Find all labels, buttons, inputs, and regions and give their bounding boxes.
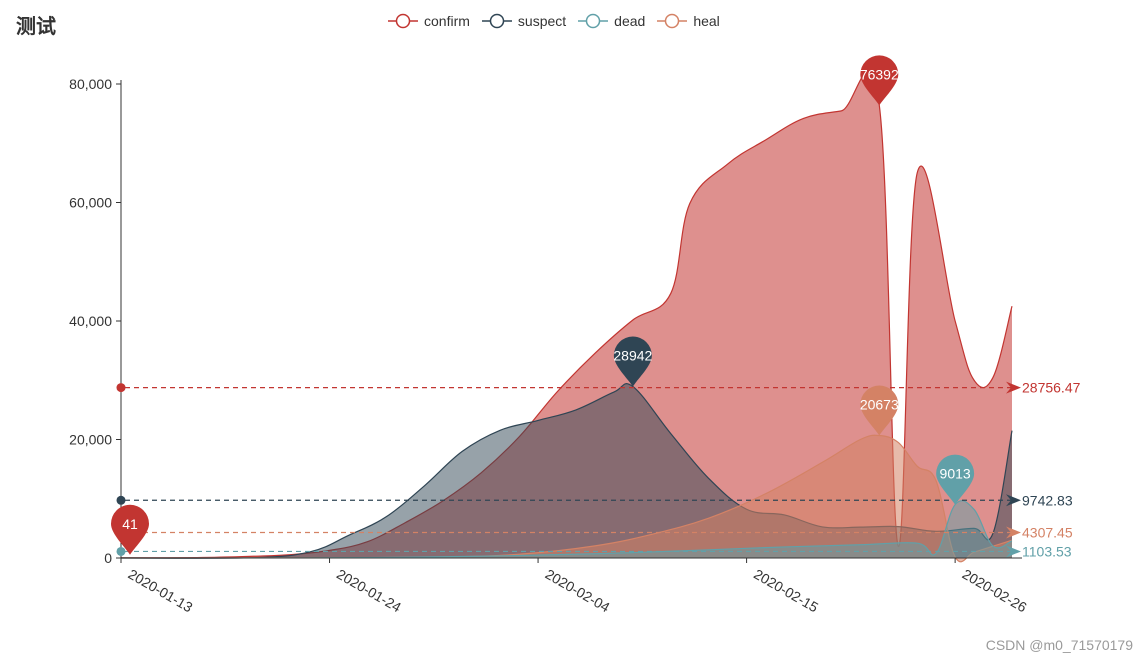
legend-label-heal: heal bbox=[693, 13, 720, 29]
average-start-dot-dead bbox=[116, 546, 126, 556]
watermark: CSDN @m0_71570179 bbox=[985, 637, 1133, 653]
max-marker-heal: 20673 bbox=[860, 385, 899, 436]
legend-label-suspect: suspect bbox=[517, 13, 567, 29]
legend-item-confirm[interactable]: confirm bbox=[388, 12, 470, 30]
average-arrow-heal bbox=[1006, 526, 1021, 539]
legend-line-circle-icon bbox=[578, 13, 609, 29]
series-area-suspect bbox=[121, 383, 1012, 559]
y-tick-label: 60,000 bbox=[69, 195, 112, 211]
legend-item-heal[interactable]: heal bbox=[657, 12, 720, 30]
legend-item-suspect[interactable]: suspect bbox=[481, 12, 567, 30]
y-tick-label: 20,000 bbox=[69, 432, 112, 448]
series-area-confirm bbox=[121, 71, 1012, 558]
series-area-heal bbox=[121, 435, 1012, 562]
max-marker-heal-shape bbox=[860, 385, 899, 436]
x-tick-label: 2020-01-24 bbox=[334, 566, 404, 616]
x-tick-label: 2020-02-15 bbox=[751, 566, 821, 616]
average-arrow-confirm bbox=[1006, 381, 1021, 394]
max-marker-suspect-shape bbox=[613, 336, 652, 387]
legend-label-dead: dead bbox=[614, 13, 646, 29]
average-arrow-suspect bbox=[1006, 494, 1021, 507]
series-areas bbox=[120, 71, 1013, 563]
y-tick-label: 40,000 bbox=[69, 313, 112, 329]
max-marker-confirm-label: 76392 bbox=[860, 66, 899, 82]
legend-line-circle-icon bbox=[388, 13, 418, 29]
legend-label-confirm: confirm bbox=[424, 13, 470, 29]
min-marker-confirm-label: 41 bbox=[122, 516, 138, 532]
max-marker-dead-shape bbox=[936, 454, 975, 505]
min-marker-confirm-shape bbox=[111, 504, 149, 555]
legend-line-circle-icon bbox=[657, 13, 688, 29]
max-marker-confirm-shape bbox=[860, 55, 899, 106]
average-start-dot-confirm bbox=[116, 383, 126, 393]
x-tick-label: 2020-01-13 bbox=[126, 566, 196, 616]
series-area-dead bbox=[121, 500, 1012, 558]
legend-item-dead[interactable]: dead bbox=[578, 12, 645, 30]
max-marker-heal-label: 20673 bbox=[860, 397, 899, 413]
average-label-confirm: 28756.47 bbox=[1022, 380, 1081, 396]
legend-line-circle-icon bbox=[481, 13, 512, 29]
average-label-suspect: 9742.83 bbox=[1022, 492, 1073, 508]
average-start-dot-suspect bbox=[116, 495, 126, 505]
min-marker-confirm: 41 bbox=[111, 504, 149, 555]
average-label-dead: 1103.53 bbox=[1022, 543, 1072, 559]
max-marker-dead: 9013 bbox=[936, 454, 975, 505]
x-tick-label: 2020-02-26 bbox=[960, 566, 1030, 616]
average-lines: 28756.47 9742.83 4307.45 1103.53 bbox=[116, 380, 1081, 559]
max-marker-dead-label: 9013 bbox=[940, 466, 971, 482]
x-tick-label: 2020-02-04 bbox=[543, 566, 613, 616]
chart-title: 测试 bbox=[16, 14, 56, 38]
max-marker-confirm: 76392 bbox=[860, 55, 899, 106]
chart-legend: confirm suspect dead heal bbox=[388, 12, 732, 30]
average-arrow-dead bbox=[1006, 545, 1021, 558]
max-marker-suspect-label: 28942 bbox=[613, 348, 652, 364]
y-tick-label: 0 bbox=[104, 550, 112, 566]
y-tick-label: 80,000 bbox=[69, 76, 112, 92]
average-label-heal: 4307.45 bbox=[1022, 524, 1073, 540]
max-marker-suspect: 28942 bbox=[613, 336, 653, 387]
